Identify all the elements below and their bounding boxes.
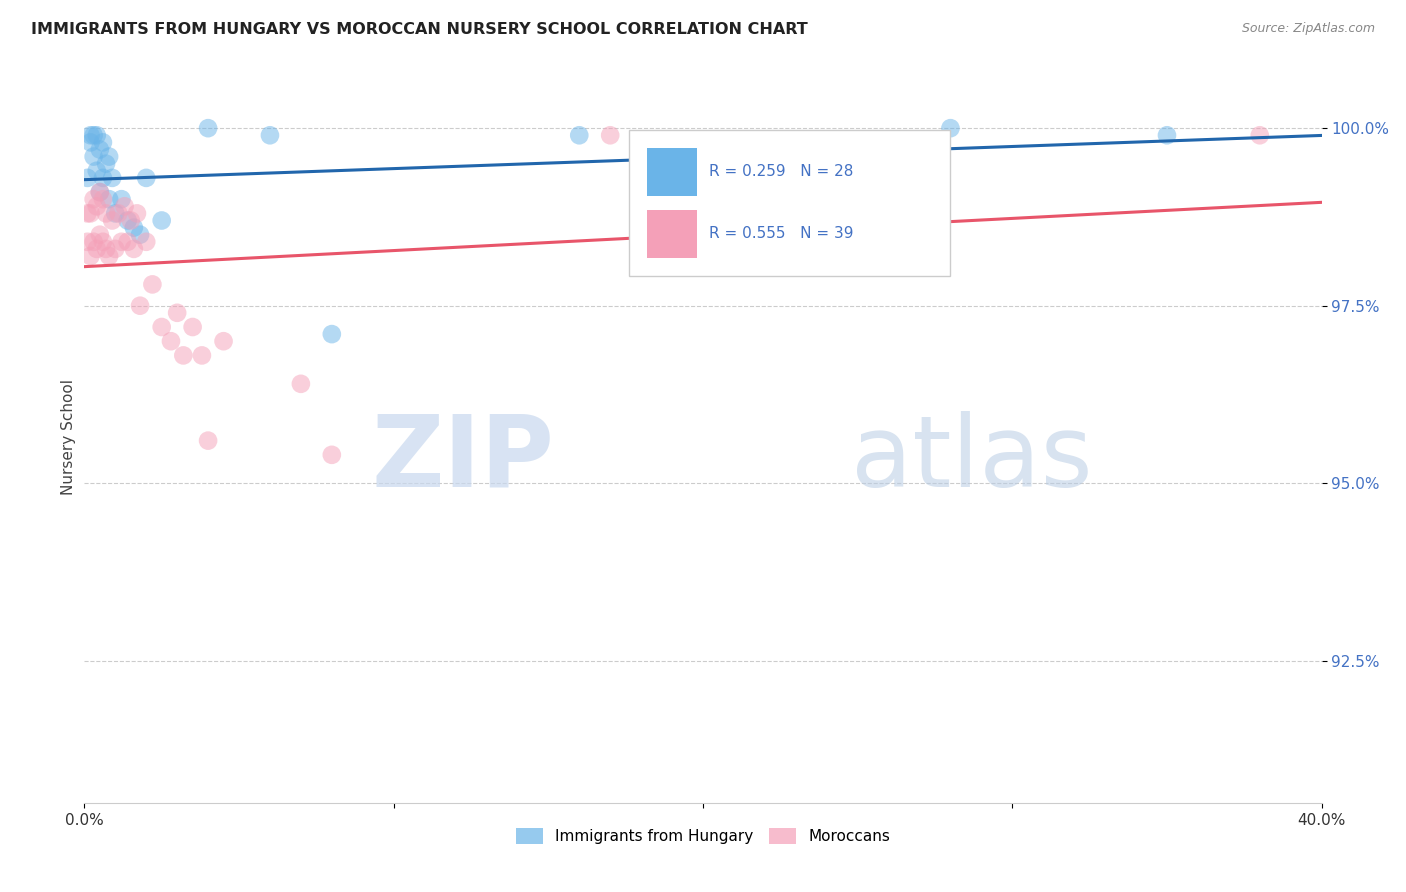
Point: [83, 150, 105, 164]
Point: [120, 213, 142, 227]
Text: ZIP: ZIP: [371, 410, 554, 508]
Point: [83, 128, 105, 143]
Point: [98, 249, 121, 263]
Legend: Immigrants from Hungary, Moroccans: Immigrants from Hungary, Moroccans: [509, 822, 897, 850]
Point: [94, 242, 117, 256]
Point: [181, 320, 204, 334]
Point: [110, 235, 132, 249]
Point: [125, 206, 148, 220]
Point: [1249, 128, 1271, 143]
Point: [91, 136, 114, 150]
Bar: [647, 211, 697, 258]
Point: [160, 334, 183, 349]
Point: [91, 170, 114, 185]
Point: [135, 235, 157, 249]
Y-axis label: Nursery School: Nursery School: [60, 379, 76, 495]
Point: [197, 434, 219, 448]
Point: [166, 306, 188, 320]
Point: [117, 235, 139, 249]
Point: [939, 121, 962, 136]
Point: [150, 320, 173, 334]
Point: [79, 206, 101, 220]
Point: [117, 213, 139, 227]
Point: [83, 192, 105, 206]
Point: [89, 227, 111, 242]
Point: [259, 128, 281, 143]
Point: [76, 235, 98, 249]
Point: [122, 242, 145, 256]
Point: [76, 206, 98, 220]
Point: [89, 185, 111, 199]
Point: [104, 242, 127, 256]
Point: [122, 220, 145, 235]
Point: [150, 213, 173, 227]
Text: R = 0.555   N = 39: R = 0.555 N = 39: [709, 227, 853, 241]
Point: [129, 299, 152, 313]
Point: [83, 235, 105, 249]
Point: [129, 227, 152, 242]
Text: IMMIGRANTS FROM HUNGARY VS MOROCCAN NURSERY SCHOOL CORRELATION CHART: IMMIGRANTS FROM HUNGARY VS MOROCCAN NURS…: [31, 22, 807, 37]
Point: [107, 206, 129, 220]
Point: [94, 156, 117, 170]
Point: [76, 170, 98, 185]
Point: [89, 185, 111, 199]
Point: [98, 192, 121, 206]
Point: [191, 348, 214, 362]
Point: [568, 128, 591, 143]
Text: Source: ZipAtlas.com: Source: ZipAtlas.com: [1241, 22, 1375, 36]
Point: [79, 249, 101, 263]
Text: R = 0.259   N = 28: R = 0.259 N = 28: [709, 164, 853, 179]
Point: [89, 143, 111, 157]
Point: [98, 150, 121, 164]
Point: [86, 128, 108, 143]
FancyBboxPatch shape: [628, 130, 950, 277]
Point: [599, 128, 621, 143]
Point: [321, 327, 343, 342]
Point: [79, 136, 101, 150]
Point: [110, 192, 132, 206]
Point: [86, 199, 108, 213]
Point: [114, 199, 136, 213]
Point: [101, 170, 124, 185]
Point: [101, 213, 124, 227]
Point: [1156, 128, 1178, 143]
Point: [91, 192, 114, 206]
Point: [141, 277, 163, 292]
Point: [321, 448, 343, 462]
Point: [290, 376, 312, 391]
Point: [172, 348, 194, 362]
Bar: [647, 148, 697, 195]
Point: [197, 121, 219, 136]
Point: [79, 128, 101, 143]
Point: [86, 163, 108, 178]
Point: [104, 206, 127, 220]
Point: [91, 235, 114, 249]
Point: [212, 334, 235, 349]
Text: atlas: atlas: [852, 410, 1092, 508]
Point: [86, 242, 108, 256]
Point: [94, 206, 117, 220]
Point: [135, 170, 157, 185]
